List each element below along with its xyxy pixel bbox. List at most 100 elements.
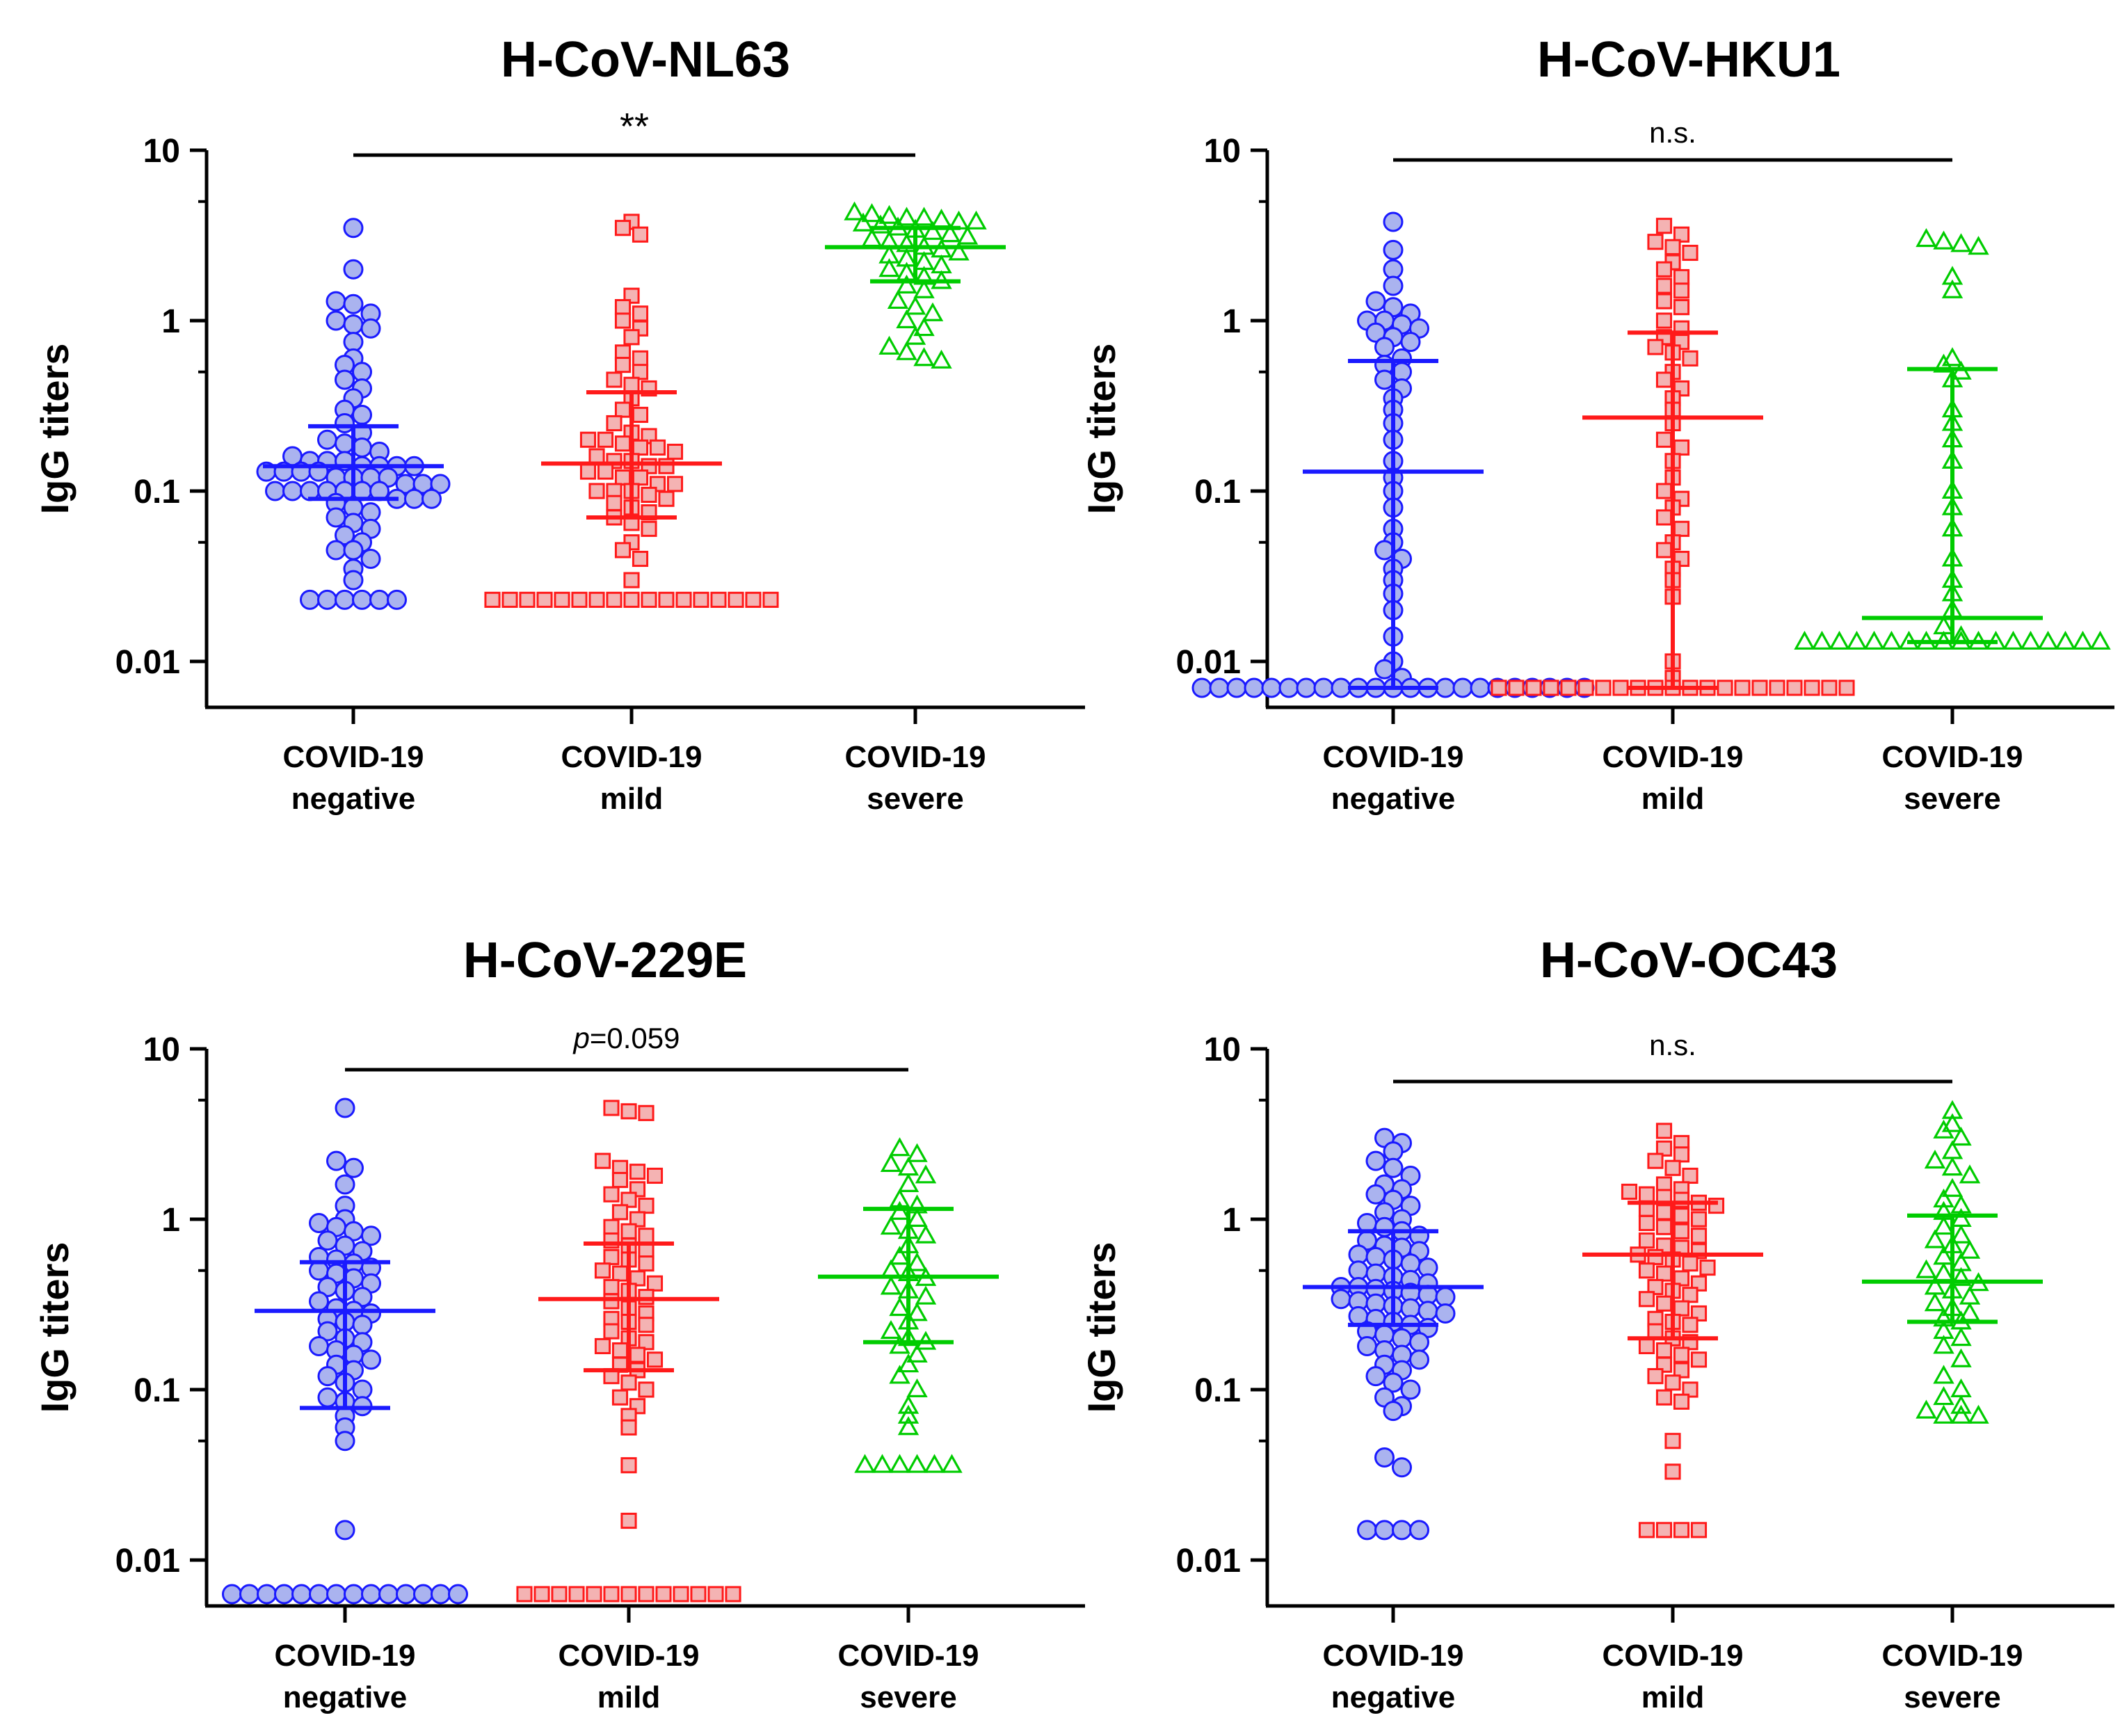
data-point — [519, 591, 536, 608]
data-point — [1655, 1219, 1673, 1235]
data-point — [352, 404, 372, 425]
y-tick-label: 0.01 — [115, 1543, 180, 1580]
data-point — [603, 1293, 620, 1310]
data-point — [606, 591, 623, 608]
y-tick-label: 0.01 — [1176, 644, 1241, 681]
group-mild: COVID-19 mild — [484, 214, 779, 816]
data-point — [1673, 1347, 1690, 1363]
data-point — [1941, 1178, 1964, 1197]
data-point — [1655, 278, 1673, 294]
data-point — [906, 1343, 928, 1363]
data-point — [1357, 1335, 1377, 1356]
data-point — [1655, 1522, 1673, 1538]
data-point — [852, 212, 874, 232]
y-tick-label: 10 — [1204, 133, 1241, 170]
y-axis-label: IgG titers — [1079, 344, 1123, 515]
data-point — [1690, 1211, 1708, 1228]
data-point — [614, 435, 632, 452]
data-point — [1655, 1295, 1673, 1312]
data-point — [1933, 1365, 1954, 1384]
data-point — [1673, 1393, 1690, 1410]
category-label-line1: COVID-19 — [283, 740, 424, 774]
data-point — [632, 364, 649, 380]
data-point — [623, 591, 640, 608]
data-point — [1673, 268, 1690, 286]
category-label-line2: severe — [860, 1680, 956, 1714]
data-point — [309, 1335, 329, 1356]
data-point — [844, 201, 865, 220]
data-point — [658, 458, 675, 474]
data-point — [1278, 677, 1299, 698]
y-axis-label: IgG titers — [33, 1242, 77, 1413]
category-label-line1: COVID-19 — [1323, 740, 1464, 774]
data-point — [896, 309, 917, 328]
data-point — [931, 349, 952, 369]
data-point — [614, 469, 632, 486]
data-point — [690, 1586, 707, 1602]
data-point — [603, 1586, 620, 1602]
data-point — [1374, 369, 1395, 390]
data-point — [620, 1419, 637, 1436]
significance-label: p=0.059 — [572, 1022, 680, 1054]
data-point — [1673, 282, 1690, 299]
data-point — [948, 241, 970, 261]
data-point — [1933, 353, 1954, 373]
data-point — [343, 314, 364, 335]
category-label-line2: mild — [597, 1680, 660, 1714]
data-point — [1682, 1255, 1699, 1272]
data-point — [317, 1387, 338, 1408]
data-point — [1941, 1113, 1964, 1132]
data-point — [1838, 680, 1855, 696]
data-point — [638, 1586, 655, 1602]
data-point — [1950, 1224, 1972, 1244]
data-point — [1638, 1186, 1655, 1203]
data-point — [1647, 234, 1664, 250]
data-point — [623, 329, 640, 346]
chart-panel: H-CoV-229E IgG titers 10 1 0.1 0.01 p=0.059 COV… — [33, 933, 1085, 1714]
significance-label: n.s. — [1649, 1029, 1696, 1061]
data-point — [611, 1342, 629, 1359]
data-point — [658, 591, 675, 608]
category-label-line1: COVID-19 — [838, 1639, 979, 1673]
data-point — [1418, 1301, 1438, 1321]
data-point — [897, 1395, 920, 1414]
category-label-line2: negative — [1331, 782, 1456, 816]
data-point — [317, 1366, 338, 1387]
data-point — [762, 591, 779, 608]
data-point — [597, 431, 614, 448]
data-point — [638, 1255, 655, 1272]
data-point — [620, 1374, 637, 1391]
data-point — [1717, 680, 1733, 696]
data-point — [1881, 630, 1902, 650]
data-point — [1365, 1246, 1386, 1267]
data-point — [646, 1275, 664, 1292]
data-point — [889, 1335, 910, 1354]
data-point — [1655, 509, 1673, 526]
data-point — [536, 591, 553, 608]
data-point — [931, 254, 952, 274]
data-point — [889, 1454, 910, 1473]
data-point — [611, 1389, 629, 1406]
group-mild: COVID-19 mild — [1491, 218, 1855, 816]
data-point — [915, 1285, 937, 1305]
data-point — [611, 1171, 629, 1189]
data-point — [913, 347, 935, 367]
data-point — [897, 1404, 920, 1424]
data-point — [516, 1586, 533, 1602]
data-point — [1655, 312, 1673, 329]
data-point — [594, 1337, 611, 1355]
data-point — [1383, 1157, 1404, 1178]
data-point — [387, 589, 407, 610]
data-point — [1435, 1303, 1456, 1324]
data-point — [638, 1289, 655, 1305]
data-point — [620, 1103, 637, 1120]
data-point — [1950, 1327, 1972, 1347]
data-point — [620, 1586, 637, 1602]
data-point — [1941, 279, 1964, 298]
data-point — [1933, 1386, 1954, 1406]
data-point — [1933, 1188, 1954, 1208]
significance-p-value: =0.059 — [590, 1022, 680, 1054]
data-point — [1365, 1184, 1386, 1205]
data-point — [2037, 630, 2059, 650]
